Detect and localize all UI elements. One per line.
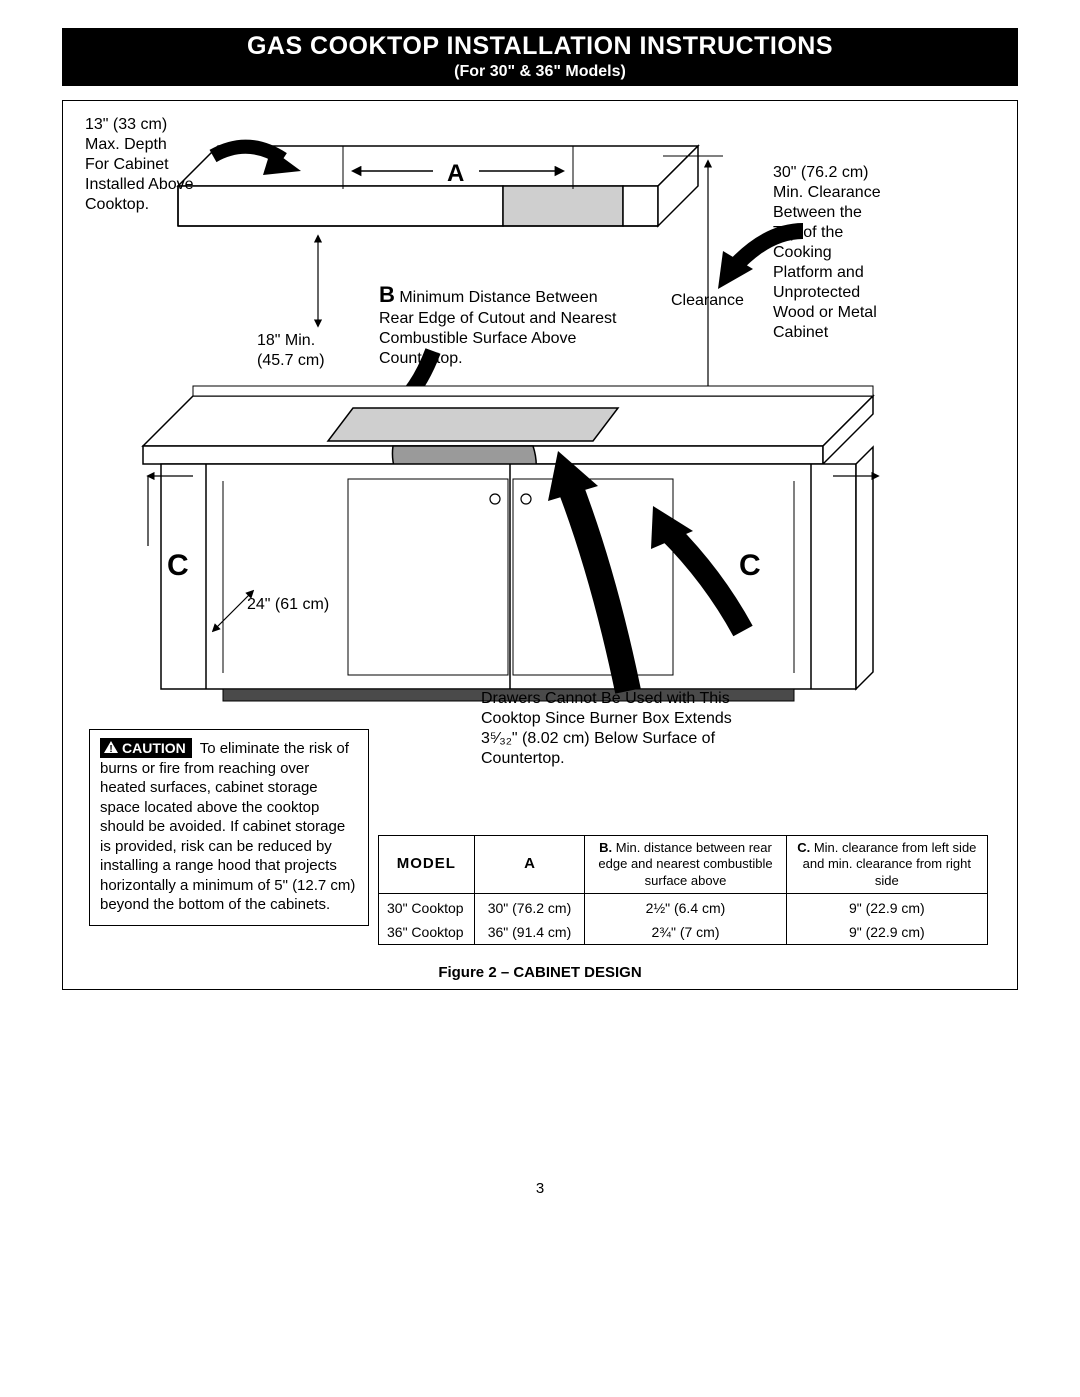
th-model: MODEL — [379, 836, 475, 894]
dim-letter-c-right: C — [739, 547, 761, 585]
cell-a-1: 36" (91.4 cm) — [474, 920, 585, 945]
cell-b-1: 2¾" (7 cm) — [585, 920, 786, 945]
cell-model-0: 30" Cooktop — [379, 893, 475, 920]
figure-caption: Figure 2 – CABINET DESIGN — [63, 964, 1017, 981]
th-c: C. Min. clearance from left side and min… — [786, 836, 987, 894]
annot-b-text: Minimum Distance Between Rear Edge of Cu… — [379, 289, 616, 367]
figure-box: 13" (33 cm) Max. Depth For Cabinet Insta… — [62, 100, 1018, 990]
dim-letter-c-left: C — [167, 547, 189, 585]
annot-eighteen: 18" Min. (45.7 cm) — [257, 331, 325, 371]
th-b: B. Min. distance between rear edge and n… — [585, 836, 786, 894]
cell-c-0: 9" (22.9 cm) — [786, 893, 987, 920]
caution-label-text: CAUTION — [122, 739, 186, 757]
dim-letter-a: A — [447, 159, 464, 189]
caution-label: ! CAUTION — [100, 738, 192, 758]
cell-a-0: 30" (76.2 cm) — [474, 893, 585, 920]
th-a: A — [474, 836, 585, 894]
table-row: 36" Cooktop 36" (91.4 cm) 2¾" (7 cm) 9" … — [379, 920, 988, 945]
annot-drawers: Drawers Cannot Be Used with This Cooktop… — [481, 689, 821, 769]
table-row: 30" Cooktop 30" (76.2 cm) 2½" (6.4 cm) 9… — [379, 893, 988, 920]
caution-text: To eliminate the risk of burns or fire f… — [100, 740, 355, 913]
svg-text:!: ! — [109, 744, 112, 753]
cell-c-1: 9" (22.9 cm) — [786, 920, 987, 945]
cell-b-0: 2½" (6.4 cm) — [585, 893, 786, 920]
cell-model-1: 36" Cooktop — [379, 920, 475, 945]
annot-twentyfour: 24" (61 cm) — [247, 595, 329, 615]
warning-icon: ! — [104, 739, 118, 757]
annot-top-left: 13" (33 cm) Max. Depth For Cabinet Insta… — [85, 115, 194, 215]
annot-top-right: 30" (76.2 cm) Min. Clearance Between the… — [773, 163, 943, 343]
caution-box: ! CAUTION To eliminate the risk of burns… — [89, 729, 369, 926]
page-subtitle: (For 30" & 36" Models) — [62, 63, 1018, 81]
spec-table: MODEL A B. Min. distance between rear ed… — [378, 835, 988, 945]
annot-clearance: Clearance — [671, 291, 744, 311]
page-number: 3 — [0, 1180, 1080, 1197]
page-title: GAS COOKTOP INSTALLATION INSTRUCTIONS — [62, 32, 1018, 61]
dim-letter-b: B — [379, 282, 395, 307]
table-header-row: MODEL A B. Min. distance between rear ed… — [379, 836, 988, 894]
header-bar: GAS COOKTOP INSTALLATION INSTRUCTIONS (F… — [62, 28, 1018, 86]
